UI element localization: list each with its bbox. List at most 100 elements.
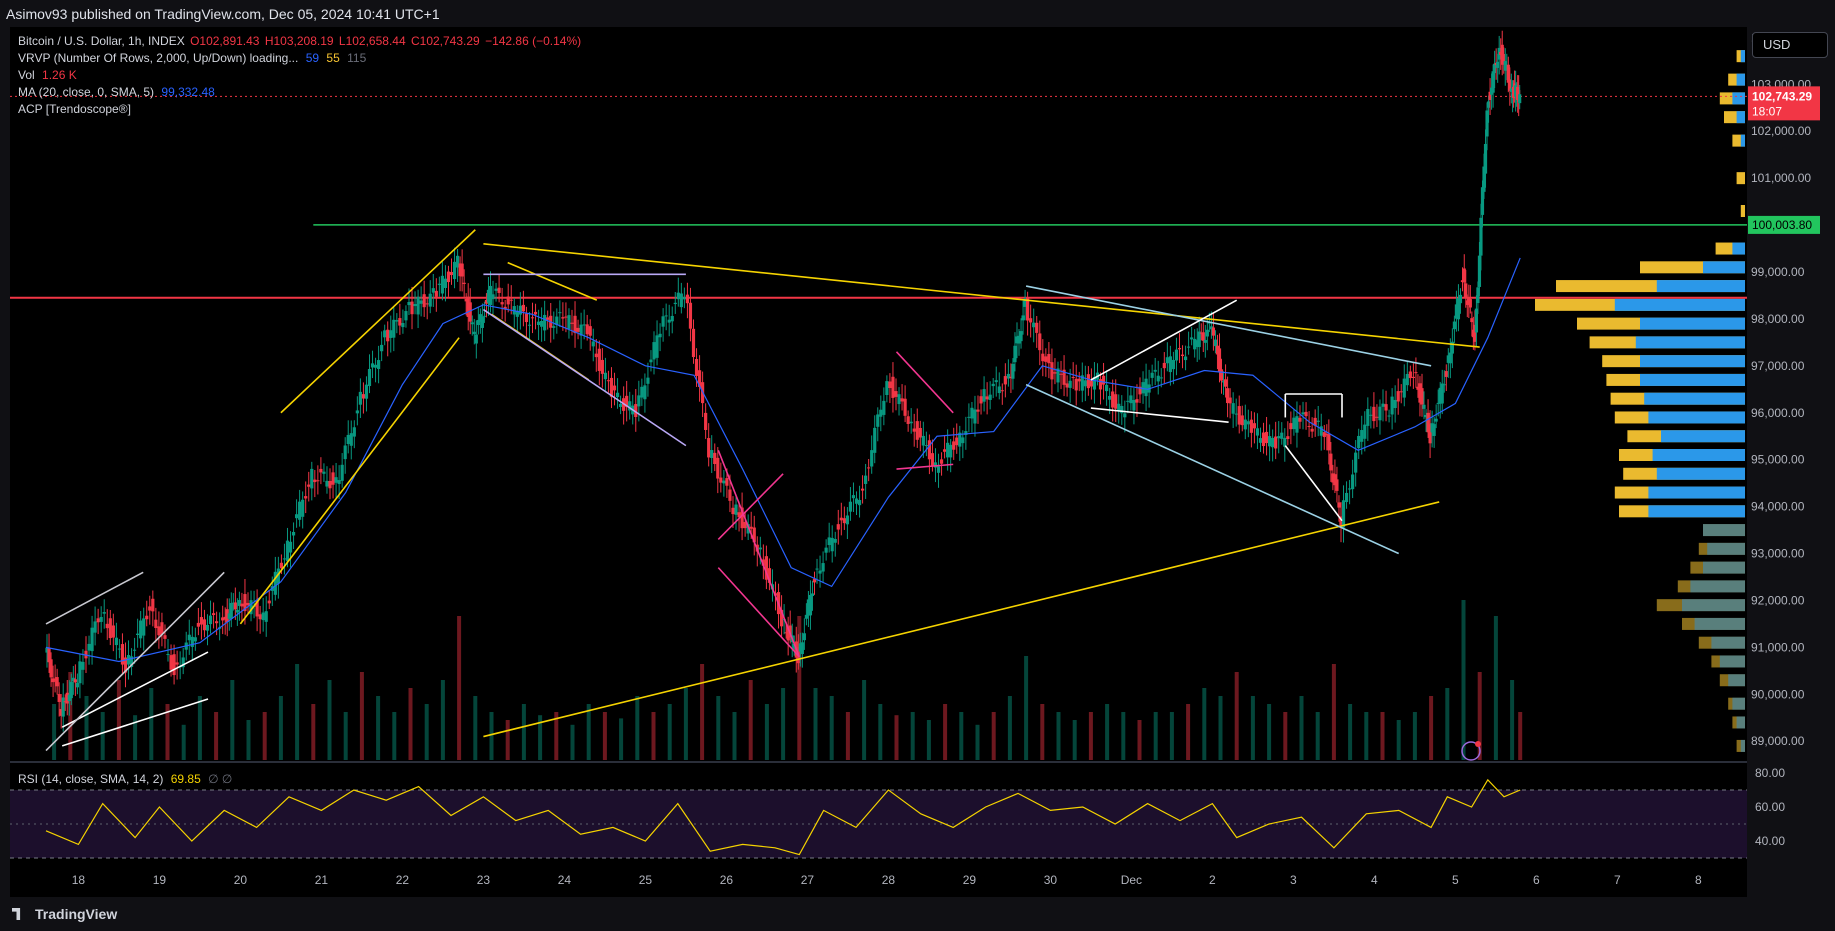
candle [1203,339,1207,343]
replay-icon [1461,741,1481,761]
candle [1180,354,1185,357]
vrvp-legend[interactable]: VRVP (Number Of Rows, 2,000, Up/Down) lo… [18,51,366,65]
candle [181,657,185,668]
pattern-line [717,567,800,658]
volume-bar [133,715,138,760]
candle [258,614,262,620]
volume-bar [1510,680,1515,760]
volume-bar [764,704,769,760]
candle [634,404,638,418]
candle [808,594,813,616]
candle [484,299,489,304]
candle [764,556,768,580]
candle [1211,327,1216,336]
plot-area[interactable] [10,27,1747,897]
candle [1089,380,1094,387]
candle [75,683,79,688]
candle [1268,436,1272,447]
volume-bar [845,712,850,760]
price-axis-label: 98,000.00 [1751,312,1805,326]
candle [425,303,429,305]
rsi-value: 69.85 [170,772,201,786]
candle [936,466,941,473]
candle [440,275,444,294]
candle [658,333,662,338]
volume-bar [473,696,478,760]
candle [240,603,244,607]
candle [53,679,57,681]
candle [410,301,414,315]
volume-bar [862,680,867,760]
candle [1422,404,1426,409]
candle [1013,345,1017,363]
candle [1011,363,1015,379]
volume-bar [538,715,543,760]
candle [1162,362,1166,369]
candle [237,600,241,606]
candle [500,302,504,305]
candle [1518,94,1522,104]
candle [1381,403,1385,407]
volume-bar [311,704,316,760]
candle [1086,374,1090,389]
candle [117,648,122,650]
candle [927,440,932,460]
candle [713,452,717,465]
candle [282,558,287,560]
candle [752,527,756,543]
candle [249,600,253,615]
level-100k-badge [1748,215,1820,234]
rsi-legend[interactable]: RSI (14, close, SMA, 14, 2) 69.85 ∅ ∅ [18,772,232,786]
acp-legend[interactable]: ACP [Trendoscope®] [18,102,131,116]
candle [640,386,644,398]
candle [428,293,432,307]
candle [1074,378,1078,391]
candle [434,290,438,297]
candle [1150,372,1154,378]
candle [398,318,402,326]
time-axis-label: 22 [396,873,410,887]
candle [255,601,259,617]
candle [227,613,231,619]
time-axis-label: 26 [720,873,734,887]
candle [1440,383,1444,404]
candle [606,380,611,382]
candle [193,637,197,642]
candle [646,377,650,384]
candle [108,618,112,639]
price-axis-label: 92,000.00 [1751,593,1805,607]
candle [99,616,103,622]
candle [933,462,938,468]
candle [221,617,225,621]
candle [1047,353,1051,364]
candle [567,315,571,330]
candle [51,678,55,683]
volume-bar [975,724,980,760]
candle [758,547,762,550]
volume-profile-up [1703,261,1745,274]
candle [1438,387,1442,404]
tradingview-logo[interactable]: TradingView [12,906,117,922]
candle [1420,388,1424,405]
candle [229,603,233,619]
candle [779,609,784,627]
ma-legend[interactable]: MA (20, close, 0, SMA, 5) 99,332.48 [18,85,215,99]
candle [915,421,919,440]
candle [1319,426,1323,436]
candle [1446,355,1450,363]
candle [468,302,472,322]
candle [1432,424,1436,436]
candle [1301,412,1305,415]
candle [710,450,714,458]
vol-legend[interactable]: Vol 1.26 K [18,68,77,82]
candle [202,619,207,631]
acp-label: ACP [Trendoscope®] [18,102,131,116]
volume-profile-up [1736,73,1745,86]
currency-button[interactable]: USD [1752,32,1828,58]
candle [1111,391,1115,408]
candle [707,438,711,458]
candle [685,294,690,304]
volume-profile-up [1732,92,1745,105]
candle [1138,386,1142,395]
